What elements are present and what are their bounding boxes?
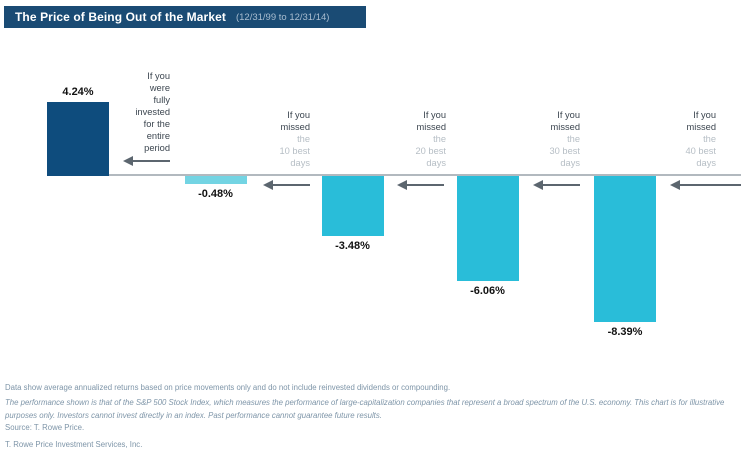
annotation-label: If you were fully invested for the entire peri…	[74, 70, 170, 154]
bar-missed-20-best-days	[321, 176, 384, 236]
footnote-source: Source: T. Rowe Price.	[5, 423, 85, 432]
annotation-line: the	[297, 134, 310, 144]
annotation-line: for the	[143, 119, 170, 129]
bar-value-label: -6.06%	[470, 285, 505, 297]
annotation-line: days	[560, 158, 580, 168]
left-arrow-icon	[670, 180, 741, 190]
arrowhead	[397, 180, 407, 190]
arrowhead	[533, 180, 543, 190]
bar-missed-10-best-days	[184, 176, 247, 184]
annotation-line: 40 best	[685, 146, 717, 156]
left-arrow-icon	[263, 180, 310, 190]
annotation-line: were	[149, 83, 170, 93]
bar-value-label: -3.48%	[335, 240, 370, 252]
annotation-line: days	[426, 158, 446, 168]
annotation-line: missed	[280, 122, 310, 132]
annotation-line: invested	[135, 107, 170, 117]
annotation-line: If you	[557, 110, 580, 120]
arrow-shaft	[272, 184, 310, 186]
arrowhead	[670, 180, 680, 190]
bar-fully-invested	[47, 102, 109, 176]
annotation-line: the	[703, 134, 716, 144]
annotation-line: If you	[693, 110, 716, 120]
title-bar: The Price of Being Out of the Market (12…	[4, 6, 366, 28]
annotation-line: missed	[550, 122, 580, 132]
arrowhead	[263, 180, 273, 190]
bar-value-label: -8.39%	[607, 326, 643, 338]
left-arrow-icon	[397, 180, 444, 190]
annotation-line: 20 best	[415, 146, 447, 156]
footnote-data-note: Data show average annualized returns bas…	[5, 383, 451, 392]
bar-value-label: -0.48%	[198, 188, 233, 200]
arrow-shaft	[542, 184, 580, 186]
annotation-line: 10 best	[279, 146, 311, 156]
annotation-line: If you	[287, 110, 310, 120]
left-arrow-icon	[533, 180, 580, 190]
annotation-line: period	[144, 143, 170, 153]
footnote-performance-note: The performance shown is that of the S&P…	[5, 398, 725, 420]
bar-missed-40-best-days	[594, 176, 656, 322]
arrow-shaft	[679, 184, 741, 186]
zero-baseline	[47, 174, 741, 176]
annotation-line: fully	[153, 95, 170, 105]
bar-missed-30-best-days	[456, 176, 519, 281]
annotation-label: If you missed the 40 best days	[620, 109, 717, 169]
annotation-line: days	[290, 158, 310, 168]
left-arrow-icon	[123, 156, 170, 166]
annotation-line: missed	[686, 122, 716, 132]
chart-area: 4.24% If you were fully invested for the entir…	[47, 70, 741, 338]
annotation-line: entire	[146, 131, 170, 141]
annotation-line: missed	[416, 122, 446, 132]
annotation-label: If you missed the 10 best days	[214, 109, 311, 169]
arrowhead	[123, 156, 133, 166]
annotation-label: If you missed the 20 best days	[350, 109, 447, 169]
annotation-label: If you missed the 30 best days	[484, 109, 581, 169]
annotation-line: If you	[147, 71, 170, 81]
annotation-line: 30 best	[549, 146, 581, 156]
page-title: The Price of Being Out of the Market	[15, 10, 226, 24]
arrow-shaft	[132, 160, 170, 162]
annotation-line: If you	[423, 110, 446, 120]
footnote-company: T. Rowe Price Investment Services, Inc.	[5, 440, 143, 449]
date-range: (12/31/99 to 12/31/14)	[235, 11, 330, 23]
annotation-line: the	[433, 134, 446, 144]
arrow-shaft	[406, 184, 444, 186]
annotation-line: the	[567, 134, 580, 144]
annotation-line: days	[696, 158, 716, 168]
bar-value-label: 4.24%	[62, 86, 94, 98]
